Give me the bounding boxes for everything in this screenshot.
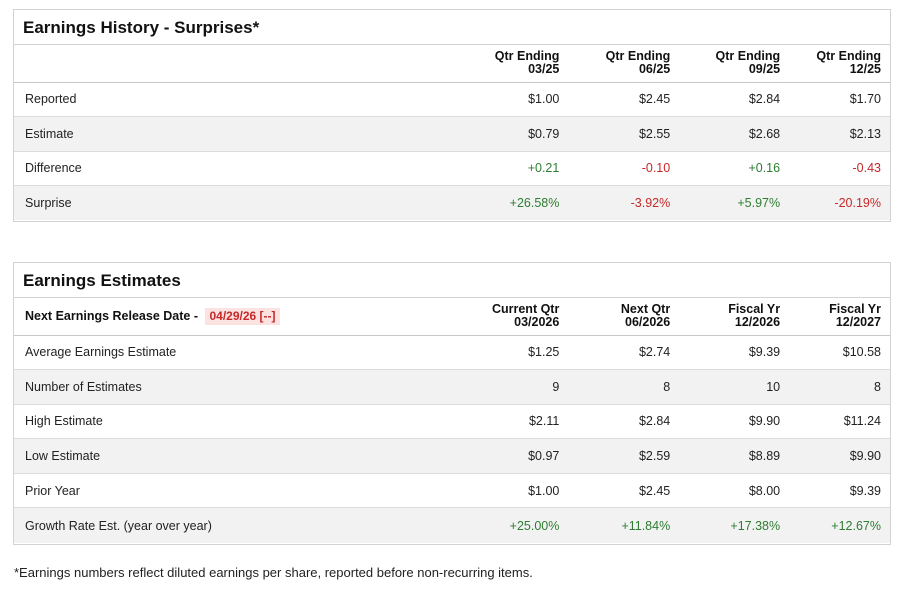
table-cell: $8.00 [670, 473, 781, 509]
column-header: Current Qtr 03/2026 [453, 298, 560, 336]
table-cell: $1.70 [780, 82, 890, 117]
next-release-badge: 04/29/26 [--] [205, 307, 280, 325]
table-row: Number of Estimates 9 8 10 8 [14, 369, 890, 405]
table-cell: +0.21 [453, 151, 560, 186]
column-header: Qtr Ending 09/25 [670, 45, 781, 83]
table-cell: -0.10 [559, 151, 671, 186]
table-cell: $10.58 [780, 335, 890, 371]
table-row: Growth Rate Est. (year over year) +25.00… [14, 507, 890, 543]
column-header: Next Qtr 06/2026 [559, 298, 671, 336]
row-label: Estimate [14, 116, 454, 152]
table-row: Estimate $0.79 $2.55 $2.68 $2.13 [14, 116, 890, 152]
table-cell: $2.13 [780, 116, 890, 152]
table-cell: +5.97% [737, 196, 781, 210]
table-row: Reported $1.00 $2.45 $2.84 $1.70 [14, 82, 890, 117]
table-row: High Estimate $2.11 $2.84 $9.90 $11.24 [14, 404, 890, 440]
row-label: High Estimate [14, 404, 454, 440]
table-cell: $2.68 [670, 116, 781, 152]
earnings-history-title: Earnings History - Surprises* [14, 10, 890, 45]
table-row: Prior Year $1.00 $2.45 $8.00 $9.39 [14, 473, 890, 509]
table-cell: +26.58% [509, 196, 560, 210]
table-header-row: Next Earnings Release Date - 04/29/26 [-… [14, 298, 890, 336]
table-cell: $9.90 [670, 404, 781, 440]
row-label: Prior Year [14, 473, 454, 509]
table-cell: $2.84 [670, 82, 781, 117]
row-label: Number of Estimates [14, 369, 454, 405]
table-cell: $2.55 [559, 116, 671, 152]
table-cell: $11.24 [780, 404, 890, 440]
next-release-label: Next Earnings Release Date - [25, 308, 198, 323]
table-cell: $9.90 [780, 438, 890, 474]
column-header: Qtr Ending 03/25 [453, 45, 560, 83]
column-header: Fiscal Yr 12/2026 [670, 298, 781, 336]
table-row: Difference +0.21 -0.10 +0.16 -0.43 [14, 151, 890, 186]
table-cell: +12.67% [831, 518, 881, 533]
table-cell: +11.84% [621, 518, 671, 533]
table-cell: $1.00 [453, 473, 560, 509]
row-label: Low Estimate [14, 438, 454, 474]
table-cell: -20.19% [834, 196, 881, 210]
table-cell: -3.92% [630, 196, 671, 210]
table-row: Surprise +26.58% -3.92% +5.97% -20.19% [14, 185, 890, 220]
next-release-header: Next Earnings Release Date - 04/29/26 [-… [14, 298, 454, 336]
table-cell: 9 [453, 369, 560, 405]
column-header: Fiscal Yr 12/2027 [780, 298, 890, 336]
table-row: Low Estimate $0.97 $2.59 $8.89 $9.90 [14, 438, 890, 474]
table-cell: 8 [780, 369, 890, 405]
table-cell: +17.38% [730, 518, 781, 533]
table-cell: $2.84 [559, 404, 671, 440]
earnings-estimates-table: Next Earnings Release Date - 04/29/26 [-… [14, 298, 890, 543]
table-cell: $0.79 [453, 116, 560, 152]
table-cell: $0.97 [453, 438, 560, 474]
header-blank [14, 45, 454, 83]
table-cell: -0.43 [780, 151, 890, 186]
table-cell: $1.00 [453, 82, 560, 117]
earnings-history-panel: Earnings History - Surprises* Qtr Ending… [13, 9, 891, 222]
row-label: Reported [14, 82, 454, 117]
row-label: Average Earnings Estimate [14, 335, 454, 371]
earnings-estimates-panel: Earnings Estimates Next Earnings Release… [13, 262, 891, 545]
row-label: Difference [14, 151, 454, 186]
earnings-estimates-title: Earnings Estimates [14, 263, 890, 298]
footnote: *Earnings numbers reflect diluted earnin… [14, 565, 533, 580]
row-label: Surprise [25, 196, 72, 210]
table-cell: 10 [670, 369, 781, 405]
table-cell: $9.39 [670, 335, 781, 371]
table-header-row: Qtr Ending 03/25 Qtr Ending 06/25 Qtr Endi… [14, 45, 890, 83]
table-row: Average Earnings Estimate $1.25 $2.74 $9… [14, 335, 890, 371]
table-cell: $2.11 [453, 404, 560, 440]
next-release-link[interactable]: [--] [259, 308, 276, 323]
row-label: Growth Rate Est. (year over year) [25, 518, 212, 533]
table-cell: $1.25 [453, 335, 560, 371]
table-cell: +0.16 [670, 151, 781, 186]
table-cell: $8.89 [670, 438, 781, 474]
table-cell: $2.45 [559, 473, 671, 509]
table-cell: +25.00% [509, 518, 560, 533]
table-cell: 8 [559, 369, 671, 405]
next-release-date: 04/29/26 [209, 308, 257, 323]
column-header: Qtr Ending 12/25 [780, 45, 890, 83]
table-cell: $2.45 [559, 82, 671, 117]
earnings-history-table: Qtr Ending 03/25 Qtr Ending 06/25 Qtr Endi… [14, 45, 890, 220]
column-header: Qtr Ending 06/25 [559, 45, 671, 83]
table-cell: $2.74 [559, 335, 671, 371]
table-cell: $2.59 [559, 438, 671, 474]
table-cell: $9.39 [780, 473, 890, 509]
